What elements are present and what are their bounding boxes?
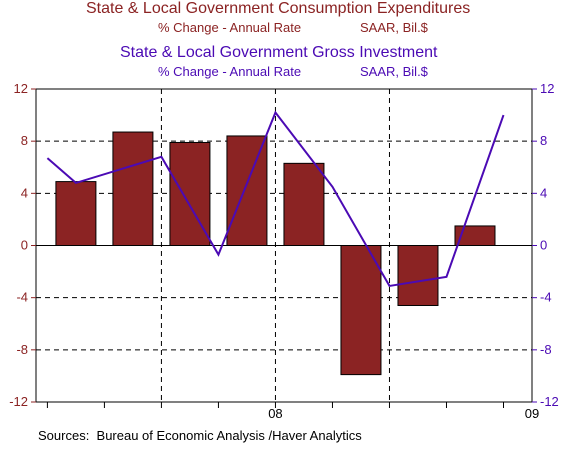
x-axis-tick-label: 08 [268, 406, 282, 421]
left-axis-tick-label: -8 [16, 342, 28, 357]
line-investment [46, 110, 505, 288]
bar-consumption-0 [55, 181, 97, 247]
right-axis-tick-label: 4 [540, 185, 547, 200]
right-axis-tick-label: 8 [540, 133, 547, 148]
chart-title-investment: State & Local Government Gross Investmen… [120, 44, 438, 61]
x-axis-tick-label: 09 [525, 406, 539, 421]
bar-consumption-1 [112, 131, 154, 247]
right-axis-tick-label: -8 [540, 342, 552, 357]
subtitle-investment-units: % Change - Annual Rate [158, 64, 302, 79]
left-axis-tick-label: 4 [21, 185, 28, 200]
right-axis-tick-label: -4 [540, 290, 552, 305]
left-axis-tick-label: 8 [21, 133, 28, 148]
subtitle-investment-saar: SAAR, Bil.$ [360, 64, 428, 79]
source-note: Sources: Bureau of Economic Analysis /Ha… [38, 428, 362, 443]
left-axis-tick-label: -12 [9, 394, 28, 409]
bar-consumption-6 [397, 245, 439, 306]
right-axis-tick-label: 0 [540, 238, 547, 253]
chart-title-consumption: State & Local Government Consumption Exp… [86, 0, 471, 17]
right-axis-tick-label: 12 [540, 81, 554, 96]
left-axis-tick-label: -4 [16, 290, 28, 305]
bar-consumption-5 [340, 245, 382, 376]
left-axis-tick-label: 0 [21, 238, 28, 253]
subtitle-consumption-saar: SAAR, Bil.$ [360, 20, 428, 35]
bar-consumption-4 [283, 162, 325, 246]
bar-consumption-3 [226, 135, 268, 246]
left-axis-tick-label: 12 [14, 81, 28, 96]
right-axis-tick-label: -12 [540, 394, 559, 409]
subtitle-consumption-units: % Change - Annual Rate [158, 20, 302, 35]
